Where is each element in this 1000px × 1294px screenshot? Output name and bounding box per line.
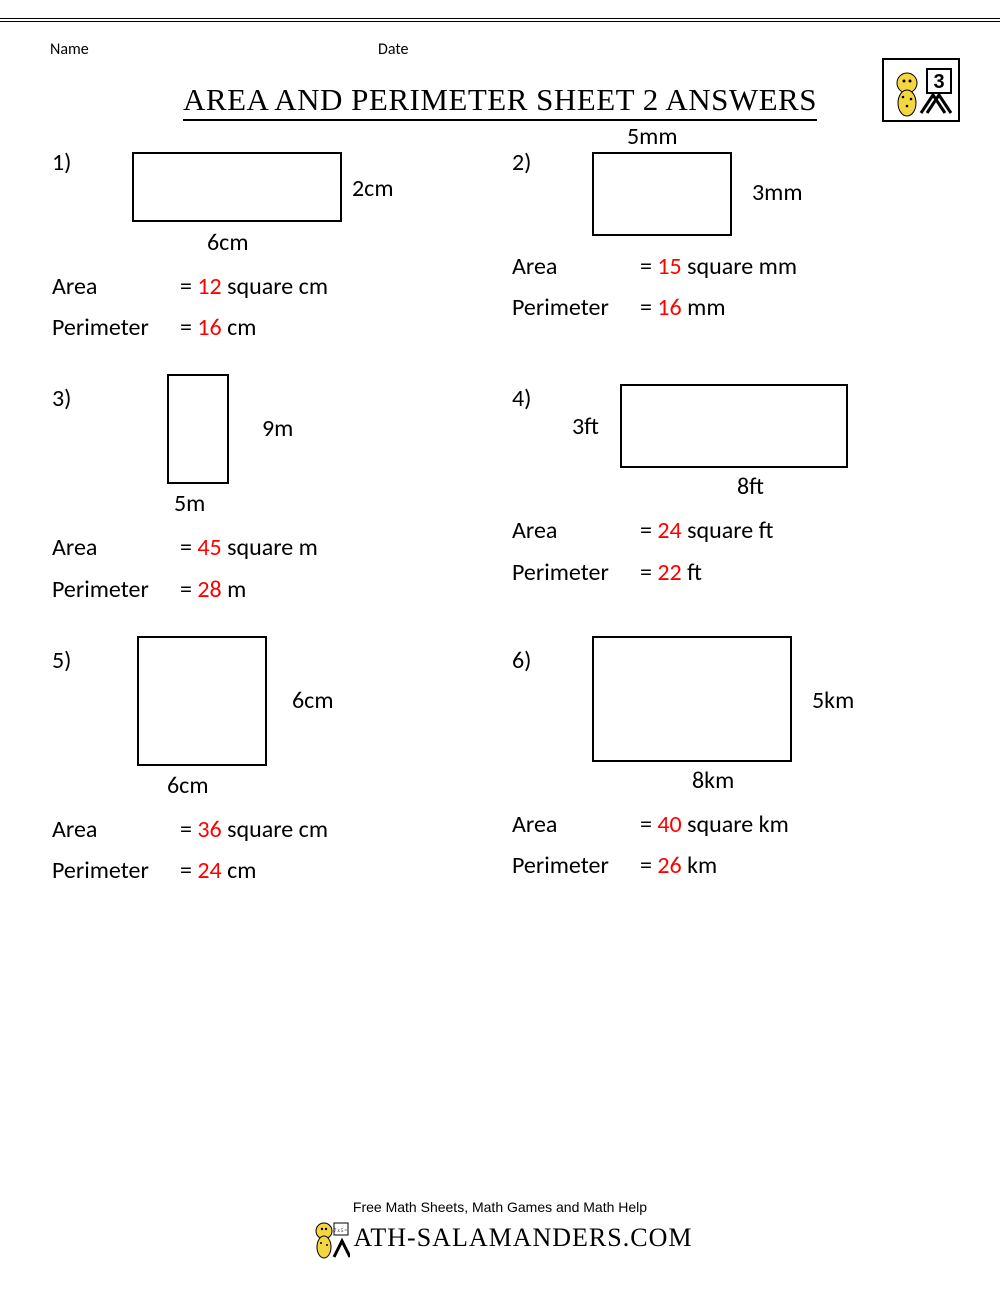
rectangle <box>592 152 732 236</box>
dimension-horizontal: 6cm <box>207 228 248 257</box>
figure: 6) 8km 5km <box>512 636 952 802</box>
dimension-vertical: 3ft <box>572 412 599 441</box>
problem-number: 5) <box>52 646 71 675</box>
svg-text:7x5=: 7x5= <box>333 1229 347 1234</box>
perimeter-line: Perimeter= 24 cm <box>52 852 492 889</box>
area-line: Area= 36 square cm <box>52 811 492 848</box>
footer-tagline: Free Math Sheets, Math Games and Math He… <box>0 1199 1000 1215</box>
problem-1: 1) 6cm 2cm Area= 12 square cm Perimeter= 16 … <box>52 138 492 346</box>
problem-number: 3) <box>52 384 71 413</box>
area-line: Area= 45 square m <box>52 529 492 566</box>
problem-4: 4) 8ft 3ft Area= 24 square ft Perimeter= 22 … <box>512 374 952 607</box>
rectangle <box>167 374 229 484</box>
problem-2: 2)5mm3mm Area= 15 square mm Perimeter= 16 … <box>512 138 952 346</box>
rectangle <box>592 636 792 762</box>
dimension-horizontal: 8km <box>692 766 734 795</box>
figure: 1) 6cm 2cm <box>52 138 492 264</box>
problems-grid: 1) 6cm 2cm Area= 12 square cm Perimeter= 16 … <box>52 138 952 889</box>
dimension-horizontal: 5mm <box>627 122 678 151</box>
problem-number: 6) <box>512 646 531 675</box>
area-line: Area= 15 square mm <box>512 248 952 285</box>
dimension-vertical: 6cm <box>292 686 333 715</box>
dimension-horizontal: 5m <box>174 489 205 518</box>
problem-5: 5) 6cm 6cm Area= 36 square cm Perimeter= 24 … <box>52 636 492 889</box>
problem-6: 6) 8km 5km Area= 40 square km Perimeter= 26 … <box>512 636 952 889</box>
date-label: Date <box>378 40 409 59</box>
figure: 3) 5m 9m <box>52 374 492 525</box>
dimension-vertical: 3mm <box>752 178 803 207</box>
problem-number: 1) <box>52 148 71 177</box>
perimeter-line: Perimeter= 16 mm <box>512 289 952 326</box>
rectangle <box>137 636 267 766</box>
page-title: AREA AND PERIMETER SHEET 2 ANSWERS <box>0 82 1000 118</box>
top-double-rule <box>0 18 1000 22</box>
figure: 5) 6cm 6cm <box>52 636 492 807</box>
perimeter-line: Perimeter= 22 ft <box>512 554 952 591</box>
perimeter-line: Perimeter= 28 m <box>52 571 492 608</box>
dimension-vertical: 9m <box>262 414 293 443</box>
dimension-vertical: 2cm <box>352 174 393 203</box>
figure: 2)5mm3mm <box>512 138 952 244</box>
salamander-icon: 7x5= <box>308 1217 350 1259</box>
figure: 4) 8ft 3ft <box>512 374 952 508</box>
problem-3: 3) 5m 9m Area= 45 square m Perimeter= 28 m <box>52 374 492 607</box>
area-line: Area= 24 square ft <box>512 512 952 549</box>
dimension-vertical: 5km <box>812 686 854 715</box>
perimeter-line: Perimeter= 16 cm <box>52 309 492 346</box>
perimeter-line: Perimeter= 26 km <box>512 847 952 884</box>
footer-brand: 7x5= ATH-SALAMANDERS.COM <box>308 1217 693 1259</box>
rectangle <box>132 152 342 222</box>
name-label: Name <box>50 40 89 59</box>
dimension-horizontal: 6cm <box>167 771 208 800</box>
area-line: Area= 40 square km <box>512 806 952 843</box>
area-line: Area= 12 square cm <box>52 268 492 305</box>
problem-number: 4) <box>512 384 531 413</box>
dimension-horizontal: 8ft <box>737 472 764 501</box>
rectangle <box>620 384 848 468</box>
problem-number: 2) <box>512 148 531 177</box>
footer: Free Math Sheets, Math Games and Math He… <box>0 1199 1000 1264</box>
